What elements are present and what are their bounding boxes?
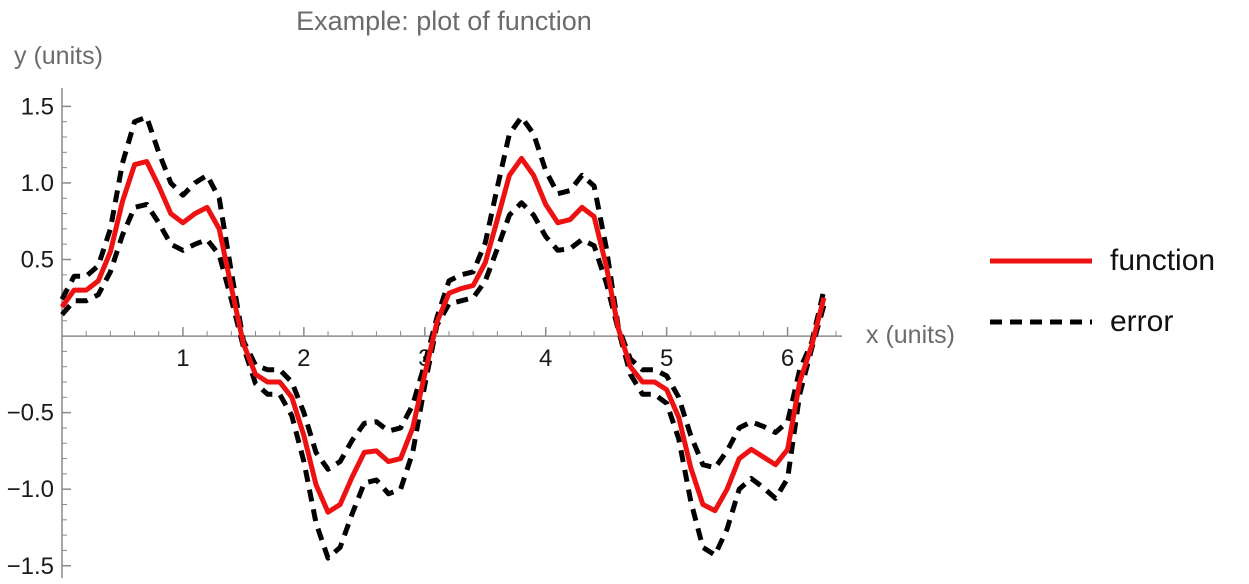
y-axis-ticks: −1.5 −1.0 −0.5 0.5 1.0 1.5 — [7, 93, 71, 580]
x-tick-label: 6 — [781, 345, 794, 372]
chart-title: Example: plot of function — [296, 6, 592, 36]
x-tick-label: 5 — [660, 345, 673, 372]
plot-lines — [59, 114, 827, 561]
axes — [61, 88, 842, 578]
x-tick-label: 4 — [539, 345, 552, 372]
legend-label-error: error — [1110, 305, 1173, 338]
x-tick-label: 2 — [297, 345, 310, 372]
series-error-lower-line — [60, 200, 827, 561]
y-tick-label: −0.5 — [7, 400, 54, 427]
series-error-upper-line — [59, 114, 827, 472]
y-tick-label: −1.0 — [7, 476, 54, 503]
x-axis-label: x (units) — [866, 321, 955, 349]
legend-label-function: function — [1110, 244, 1215, 277]
y-axis-label: y (units) — [14, 42, 103, 70]
series-function-line — [59, 155, 827, 515]
y-tick-label: 1.0 — [21, 170, 54, 197]
y-tick-label: −1.5 — [7, 553, 54, 580]
legend: function error — [990, 244, 1215, 338]
x-tick-label: 1 — [176, 345, 189, 372]
y-tick-label: 1.5 — [21, 93, 54, 120]
y-tick-label: 0.5 — [21, 247, 54, 274]
